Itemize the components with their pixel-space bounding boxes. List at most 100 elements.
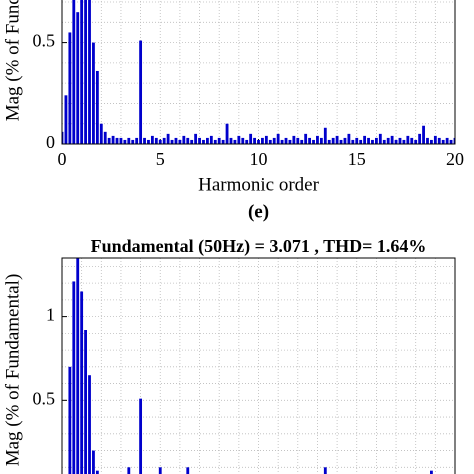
bar bbox=[139, 398, 143, 474]
bar bbox=[327, 139, 331, 144]
bar bbox=[76, 12, 80, 144]
bar bbox=[158, 467, 162, 474]
bar bbox=[225, 123, 229, 144]
chart: 0.5 1 Mag (% of Fundamental) Fundamental (5… bbox=[2, 236, 456, 474]
bar bbox=[437, 137, 441, 144]
bar bbox=[107, 137, 111, 144]
bar bbox=[135, 137, 139, 144]
bar bbox=[430, 470, 433, 474]
bar bbox=[186, 467, 190, 474]
bar bbox=[347, 133, 351, 144]
bar bbox=[143, 137, 146, 144]
bar bbox=[174, 137, 178, 144]
y-tick-label: 0.5 bbox=[33, 388, 56, 408]
bar bbox=[72, 281, 76, 474]
bar bbox=[304, 133, 308, 144]
bar bbox=[378, 133, 382, 144]
bar bbox=[76, 258, 80, 474]
bar bbox=[241, 137, 245, 144]
bar bbox=[359, 139, 363, 144]
bar bbox=[115, 137, 119, 144]
bar bbox=[394, 139, 398, 144]
x-tick-label: 20 bbox=[446, 149, 464, 169]
bar bbox=[292, 135, 296, 144]
bar bbox=[410, 137, 414, 144]
bar bbox=[178, 139, 182, 144]
bar bbox=[284, 137, 288, 144]
bar bbox=[296, 137, 300, 144]
bar bbox=[343, 137, 347, 144]
bar bbox=[280, 139, 284, 144]
bar bbox=[139, 40, 143, 144]
bar bbox=[229, 137, 233, 144]
bar bbox=[68, 366, 72, 474]
bar bbox=[453, 137, 455, 144]
bar bbox=[445, 137, 449, 144]
bar bbox=[323, 127, 327, 144]
bar bbox=[205, 137, 209, 144]
bar bbox=[123, 139, 127, 144]
bar bbox=[72, 0, 76, 144]
bar bbox=[95, 470, 99, 474]
bar bbox=[202, 139, 205, 144]
bar bbox=[190, 139, 194, 144]
bar bbox=[213, 139, 217, 144]
bar bbox=[62, 131, 64, 144]
y-axis-label: Mag (% of Fundamental) bbox=[2, 0, 23, 121]
bar bbox=[367, 137, 370, 144]
bar bbox=[272, 137, 276, 144]
bar bbox=[390, 135, 394, 144]
bar bbox=[268, 139, 272, 144]
bar bbox=[276, 133, 280, 144]
bar bbox=[363, 135, 367, 144]
chart-title: Fundamental (50Hz) = 3.071 , THD= 1.64% bbox=[91, 236, 427, 257]
bar bbox=[131, 139, 135, 144]
y-tick-label: 0.5 bbox=[33, 31, 56, 51]
bar bbox=[103, 131, 107, 144]
bar bbox=[264, 135, 268, 144]
bar bbox=[414, 139, 418, 144]
bar bbox=[92, 42, 95, 144]
bar bbox=[68, 32, 72, 144]
bar bbox=[80, 0, 84, 144]
bars bbox=[62, 0, 455, 144]
bar bbox=[312, 139, 315, 144]
bar bbox=[335, 135, 339, 144]
bar bbox=[84, 0, 87, 144]
bar bbox=[154, 137, 158, 144]
bar bbox=[261, 137, 264, 144]
bar bbox=[449, 139, 453, 144]
x-tick-label: 10 bbox=[250, 149, 268, 169]
bar bbox=[233, 139, 237, 144]
x-axis-label: Harmonic order bbox=[198, 174, 319, 195]
x-tick-label: 5 bbox=[156, 149, 165, 169]
plot-area bbox=[62, 0, 455, 144]
bar bbox=[319, 137, 323, 144]
y-tick-label: 1 bbox=[46, 305, 55, 325]
bar bbox=[386, 137, 390, 144]
bar bbox=[253, 137, 256, 144]
x-tick-label: 15 bbox=[348, 149, 366, 169]
bar bbox=[119, 137, 123, 144]
bar bbox=[182, 135, 186, 144]
bar bbox=[402, 139, 406, 144]
bars bbox=[68, 258, 433, 474]
bar bbox=[308, 137, 312, 144]
bar bbox=[371, 139, 374, 144]
bar bbox=[430, 139, 433, 144]
bar bbox=[194, 133, 198, 144]
caption: (e) bbox=[248, 201, 269, 222]
bar bbox=[237, 135, 241, 144]
bar bbox=[88, 0, 91, 144]
bar bbox=[158, 139, 162, 144]
bar bbox=[374, 137, 378, 144]
frame bbox=[61, 257, 456, 474]
bar bbox=[323, 467, 327, 474]
bar bbox=[418, 133, 422, 144]
bar bbox=[127, 137, 131, 144]
bar bbox=[316, 135, 319, 144]
bar bbox=[441, 139, 445, 144]
bar bbox=[150, 135, 154, 144]
